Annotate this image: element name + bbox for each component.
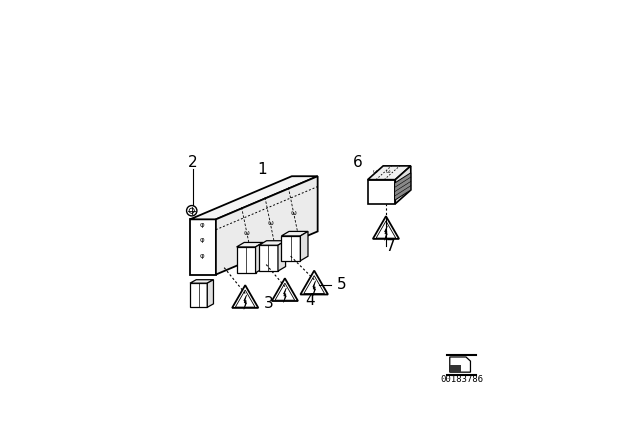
Text: 7: 7 (386, 239, 396, 254)
Text: 2: 2 (188, 155, 198, 170)
Polygon shape (207, 280, 214, 307)
Text: ω: ω (244, 230, 250, 236)
Text: ω: ω (386, 168, 390, 173)
Bar (237, 247, 255, 273)
Polygon shape (259, 241, 285, 245)
Polygon shape (300, 232, 308, 261)
Text: 5: 5 (337, 277, 346, 293)
Polygon shape (278, 241, 285, 271)
Text: ω: ω (372, 168, 377, 173)
Text: 1: 1 (258, 162, 268, 177)
Text: 4: 4 (305, 293, 316, 308)
Text: 3: 3 (264, 297, 274, 311)
Polygon shape (255, 242, 263, 273)
Text: 00183786: 00183786 (440, 375, 483, 383)
Polygon shape (284, 288, 286, 302)
Polygon shape (450, 366, 461, 372)
Bar (259, 245, 278, 271)
Polygon shape (190, 176, 317, 220)
Polygon shape (237, 242, 263, 247)
Polygon shape (190, 220, 216, 275)
Polygon shape (396, 166, 411, 204)
Polygon shape (282, 232, 308, 236)
Text: φ: φ (200, 253, 204, 258)
Bar (190, 283, 207, 307)
Polygon shape (216, 176, 317, 275)
Bar (282, 236, 300, 261)
Text: ω: ω (267, 220, 273, 226)
Polygon shape (367, 166, 411, 180)
Text: ω: ω (291, 210, 296, 216)
Text: 6: 6 (353, 155, 362, 170)
Text: φ: φ (200, 237, 204, 243)
Polygon shape (313, 281, 316, 296)
Text: φ: φ (200, 221, 204, 228)
Polygon shape (190, 280, 214, 283)
Polygon shape (367, 180, 396, 204)
Polygon shape (385, 226, 387, 240)
Polygon shape (450, 357, 470, 372)
Polygon shape (395, 173, 411, 200)
Polygon shape (244, 295, 246, 309)
